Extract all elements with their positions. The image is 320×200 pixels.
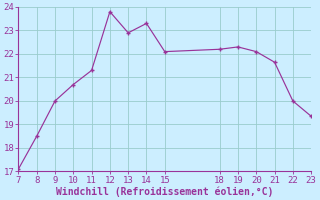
X-axis label: Windchill (Refroidissement éolien,°C): Windchill (Refroidissement éolien,°C)	[56, 186, 274, 197]
